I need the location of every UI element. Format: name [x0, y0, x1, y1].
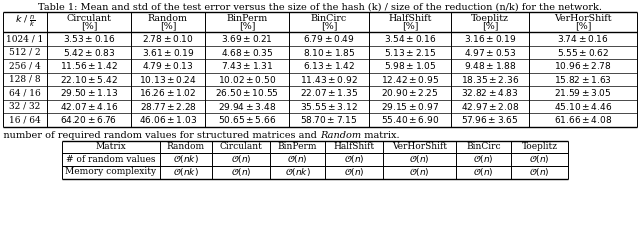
Text: $\mathcal{O}(nk)$: $\mathcal{O}(nk)$ — [285, 166, 310, 178]
Text: HalfShift: HalfShift — [388, 14, 432, 23]
Text: VerHorShift: VerHorShift — [554, 14, 612, 23]
Text: $5.55 \pm 0.62$: $5.55 \pm 0.62$ — [557, 47, 609, 58]
Text: $64.20 \pm 6.76$: $64.20 \pm 6.76$ — [61, 114, 118, 125]
Text: $\mathcal{O}(nk)$: $\mathcal{O}(nk)$ — [173, 166, 199, 178]
Text: $50.65 \pm 5.66$: $50.65 \pm 5.66$ — [218, 114, 276, 125]
Text: $57.96 \pm 3.65$: $57.96 \pm 3.65$ — [461, 114, 519, 125]
Text: $2.78 \pm 0.10$: $2.78 \pm 0.10$ — [142, 33, 194, 44]
Text: $3.53 \pm 0.16$: $3.53 \pm 0.16$ — [63, 33, 115, 44]
Text: $5.42 \pm 0.83$: $5.42 \pm 0.83$ — [63, 47, 115, 58]
Text: HalfShift: HalfShift — [333, 142, 374, 151]
Text: $10.02 \pm 0.50$: $10.02 \pm 0.50$ — [218, 74, 276, 85]
Text: $20.90 \pm 2.25$: $20.90 \pm 2.25$ — [381, 87, 439, 98]
Text: 256 / 4: 256 / 4 — [9, 61, 41, 70]
Text: Matrix: Matrix — [95, 142, 126, 151]
Text: $18.35 \pm 2.36$: $18.35 \pm 2.36$ — [461, 74, 519, 85]
Text: BinPerm: BinPerm — [278, 142, 317, 151]
Text: 16 / 64: 16 / 64 — [9, 115, 41, 124]
Text: Random: Random — [320, 131, 361, 140]
Text: $3.69 \pm 0.21$: $3.69 \pm 0.21$ — [221, 33, 273, 44]
Text: $\mathcal{O}(n)$: $\mathcal{O}(n)$ — [529, 166, 550, 178]
Text: Toeplitz: Toeplitz — [522, 142, 557, 151]
Text: $8.10 \pm 1.85$: $8.10 \pm 1.85$ — [303, 47, 355, 58]
Text: [%]: [%] — [160, 21, 176, 30]
Text: $12.42 \pm 0.95$: $12.42 \pm 0.95$ — [381, 74, 439, 85]
Text: $4.68 \pm 0.35$: $4.68 \pm 0.35$ — [221, 47, 273, 58]
Text: $15.82 \pm 1.63$: $15.82 \pm 1.63$ — [554, 74, 612, 85]
Text: $3.16 \pm 0.19$: $3.16 \pm 0.19$ — [464, 33, 516, 44]
Text: BinPerm: BinPerm — [227, 14, 268, 23]
Text: $29.50 \pm 1.13$: $29.50 \pm 1.13$ — [60, 87, 118, 98]
Text: $45.10 \pm 4.46$: $45.10 \pm 4.46$ — [554, 101, 612, 112]
Text: $5.13 \pm 2.15$: $5.13 \pm 2.15$ — [384, 47, 436, 58]
Text: [%]: [%] — [81, 21, 97, 30]
Text: $\mathcal{O}(n)$: $\mathcal{O}(n)$ — [230, 166, 252, 178]
Text: $42.07 \pm 4.16$: $42.07 \pm 4.16$ — [60, 101, 118, 112]
Text: Toeplitz: Toeplitz — [471, 14, 509, 23]
Text: $9.48 \pm 1.88$: $9.48 \pm 1.88$ — [464, 60, 516, 71]
Text: $\mathcal{O}(nk)$: $\mathcal{O}(nk)$ — [173, 153, 199, 165]
Text: $3.61 \pm 0.19$: $3.61 \pm 0.19$ — [141, 47, 195, 58]
Text: $46.06 \pm 1.03$: $46.06 \pm 1.03$ — [139, 114, 197, 125]
Text: $28.77 \pm 2.28$: $28.77 \pm 2.28$ — [140, 101, 196, 112]
Text: 128 / 8: 128 / 8 — [9, 75, 41, 84]
Text: $11.56 \pm 1.42$: $11.56 \pm 1.42$ — [60, 60, 118, 71]
Text: $29.15 \pm 0.97$: $29.15 \pm 0.97$ — [381, 101, 439, 112]
Text: $42.97 \pm 2.08$: $42.97 \pm 2.08$ — [461, 101, 519, 112]
Text: $\mathcal{O}(n)$: $\mathcal{O}(n)$ — [344, 153, 364, 165]
Text: [%]: [%] — [402, 21, 419, 30]
Text: $3.74 \pm 0.16$: $3.74 \pm 0.16$ — [557, 33, 609, 44]
Text: Circulant: Circulant — [220, 142, 262, 151]
Text: $7.43 \pm 1.31$: $7.43 \pm 1.31$ — [221, 60, 273, 71]
Text: # of random values: # of random values — [67, 155, 156, 164]
Text: $5.98 \pm 1.05$: $5.98 \pm 1.05$ — [384, 60, 436, 71]
Text: [%]: [%] — [482, 21, 499, 30]
Text: VerHorShift: VerHorShift — [392, 142, 447, 151]
Text: $\mathcal{O}(n)$: $\mathcal{O}(n)$ — [473, 153, 494, 165]
Text: $61.66 \pm 4.08$: $61.66 \pm 4.08$ — [554, 114, 612, 125]
Text: $29.94 \pm 3.48$: $29.94 \pm 3.48$ — [218, 101, 276, 112]
Text: [%]: [%] — [239, 21, 255, 30]
Text: [%]: [%] — [321, 21, 337, 30]
Text: $10.13 \pm 0.24$: $10.13 \pm 0.24$ — [139, 74, 197, 85]
Text: BinCirc: BinCirc — [466, 142, 501, 151]
Text: 512 / 2: 512 / 2 — [9, 48, 41, 57]
Text: $26.50 \pm 10.55$: $26.50 \pm 10.55$ — [215, 87, 279, 98]
Text: $21.59 \pm 3.05$: $21.59 \pm 3.05$ — [554, 87, 612, 98]
Text: 64 / 16: 64 / 16 — [9, 88, 41, 97]
Text: $10.96 \pm 2.78$: $10.96 \pm 2.78$ — [554, 60, 612, 71]
Text: $35.55 \pm 3.12$: $35.55 \pm 3.12$ — [300, 101, 358, 112]
Text: $4.79 \pm 0.13$: $4.79 \pm 0.13$ — [142, 60, 194, 71]
Text: Random: Random — [167, 142, 205, 151]
Text: $32.82 \pm 4.83$: $32.82 \pm 4.83$ — [461, 87, 519, 98]
Text: BinCirc: BinCirc — [311, 14, 347, 23]
Text: 32 / 32: 32 / 32 — [10, 102, 40, 111]
Text: Table 2: Memory complexity and number of required random values for structured m: Table 2: Memory complexity and number of… — [0, 131, 320, 140]
Text: Circulant: Circulant — [67, 14, 111, 23]
Text: $16.26 \pm 1.02$: $16.26 \pm 1.02$ — [140, 87, 196, 98]
Text: $22.07 \pm 1.35$: $22.07 \pm 1.35$ — [300, 87, 358, 98]
Text: $\mathcal{O}(n)$: $\mathcal{O}(n)$ — [287, 153, 308, 165]
Text: $11.43 \pm 0.92$: $11.43 \pm 0.92$ — [300, 74, 358, 85]
Text: $k$ / $\frac{n}{k}$: $k$ / $\frac{n}{k}$ — [15, 14, 35, 30]
Text: $\mathcal{O}(n)$: $\mathcal{O}(n)$ — [409, 166, 430, 178]
Text: Table 1: Mean and std of the test error versus the size of the hash (k) / size o: Table 1: Mean and std of the test error … — [38, 3, 602, 12]
Text: $6.79 \pm 0.49$: $6.79 \pm 0.49$ — [303, 33, 355, 44]
Text: $3.54 \pm 0.16$: $3.54 \pm 0.16$ — [384, 33, 436, 44]
Text: $55.40 \pm 6.90$: $55.40 \pm 6.90$ — [381, 114, 439, 125]
Text: $58.70 \pm 7.15$: $58.70 \pm 7.15$ — [300, 114, 358, 125]
Text: Memory complexity: Memory complexity — [65, 168, 157, 177]
Text: [%]: [%] — [575, 21, 591, 30]
Text: $\mathcal{O}(n)$: $\mathcal{O}(n)$ — [230, 153, 252, 165]
Text: $\mathcal{O}(n)$: $\mathcal{O}(n)$ — [344, 166, 364, 178]
Text: $\mathcal{O}(n)$: $\mathcal{O}(n)$ — [409, 153, 430, 165]
Text: $\mathcal{O}(n)$: $\mathcal{O}(n)$ — [529, 153, 550, 165]
Text: $\mathcal{O}(n)$: $\mathcal{O}(n)$ — [473, 166, 494, 178]
Text: matrix.: matrix. — [361, 131, 400, 140]
Text: Random: Random — [148, 14, 188, 23]
Text: $22.10 \pm 5.42$: $22.10 \pm 5.42$ — [60, 74, 118, 85]
Text: 1024 / 1: 1024 / 1 — [6, 34, 44, 43]
Text: $4.97 \pm 0.53$: $4.97 \pm 0.53$ — [464, 47, 516, 58]
Text: $6.13 \pm 1.42$: $6.13 \pm 1.42$ — [303, 60, 355, 71]
